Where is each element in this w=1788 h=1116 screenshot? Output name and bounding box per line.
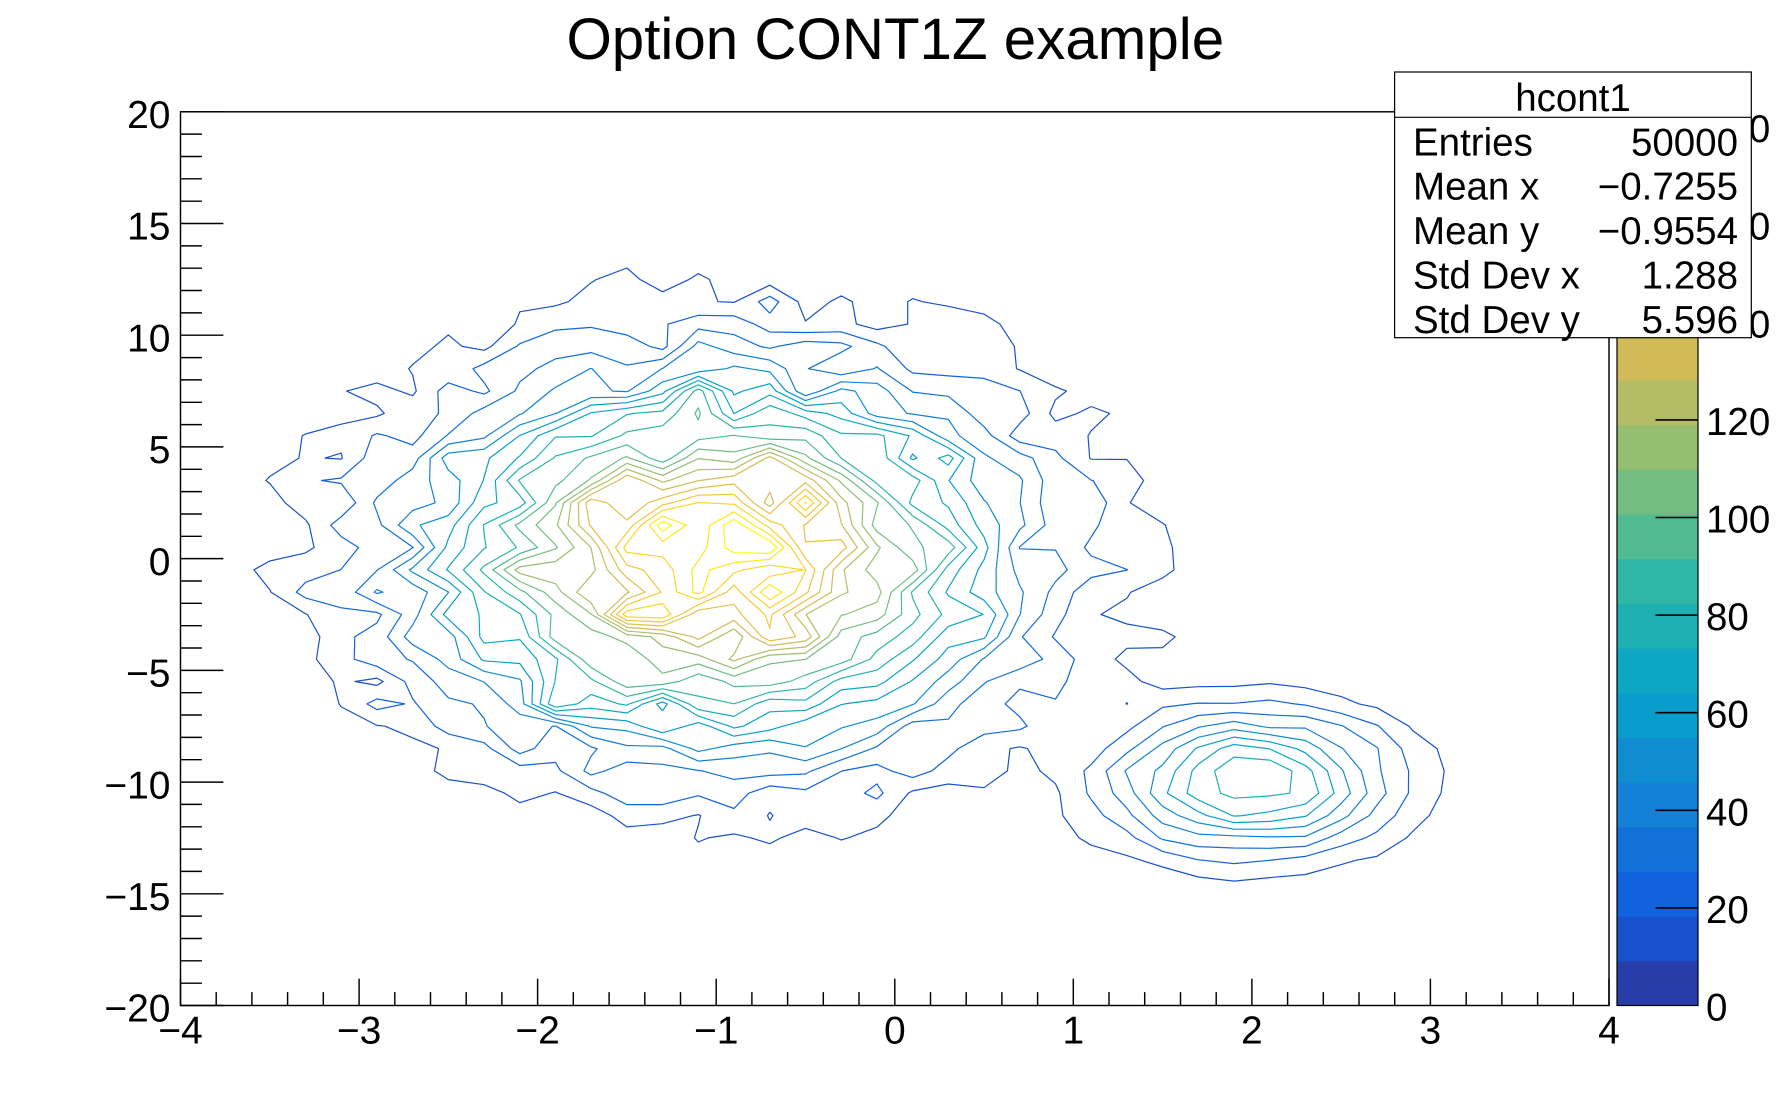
svg-text:Std Dev x: Std Dev x bbox=[1413, 255, 1580, 298]
svg-text:−3: −3 bbox=[337, 1010, 381, 1053]
svg-text:20: 20 bbox=[127, 94, 170, 137]
svg-text:3: 3 bbox=[1420, 1010, 1442, 1053]
svg-text:1.288: 1.288 bbox=[1642, 255, 1738, 298]
svg-text:hcont1: hcont1 bbox=[1515, 77, 1631, 120]
svg-text:10: 10 bbox=[127, 317, 170, 360]
svg-text:Std Dev y: Std Dev y bbox=[1413, 299, 1581, 342]
svg-text:0: 0 bbox=[884, 1010, 906, 1053]
svg-text:−15: −15 bbox=[104, 876, 170, 919]
svg-text:Entries: Entries bbox=[1413, 121, 1533, 164]
svg-text:120: 120 bbox=[1706, 401, 1770, 444]
svg-text:40: 40 bbox=[1706, 791, 1749, 834]
svg-text:−10: −10 bbox=[104, 764, 170, 807]
svg-text:60: 60 bbox=[1706, 694, 1749, 737]
svg-text:80: 80 bbox=[1706, 596, 1749, 639]
svg-text:−0.9554: −0.9554 bbox=[1598, 210, 1738, 253]
svg-text:5.596: 5.596 bbox=[1642, 299, 1738, 342]
svg-text:20: 20 bbox=[1706, 889, 1749, 932]
svg-text:−5: −5 bbox=[126, 653, 170, 696]
svg-text:−20: −20 bbox=[104, 988, 170, 1031]
svg-text:100: 100 bbox=[1706, 499, 1770, 542]
svg-text:0: 0 bbox=[149, 541, 171, 584]
svg-text:−4: −4 bbox=[158, 1010, 202, 1053]
svg-text:Mean x: Mean x bbox=[1413, 166, 1539, 209]
svg-text:1: 1 bbox=[1062, 1010, 1084, 1053]
svg-text:5: 5 bbox=[149, 429, 171, 472]
svg-text:4: 4 bbox=[1598, 1010, 1620, 1053]
svg-text:50000: 50000 bbox=[1631, 121, 1738, 164]
svg-text:Option CONT1Z example: Option CONT1Z example bbox=[566, 7, 1224, 72]
svg-text:−1: −1 bbox=[694, 1010, 738, 1053]
svg-text:Mean y: Mean y bbox=[1413, 210, 1540, 253]
svg-text:15: 15 bbox=[127, 206, 170, 249]
svg-text:−2: −2 bbox=[515, 1010, 559, 1053]
svg-text:2: 2 bbox=[1241, 1010, 1263, 1053]
svg-text:0: 0 bbox=[1706, 987, 1727, 1030]
svg-text:−0.7255: −0.7255 bbox=[1598, 166, 1738, 209]
